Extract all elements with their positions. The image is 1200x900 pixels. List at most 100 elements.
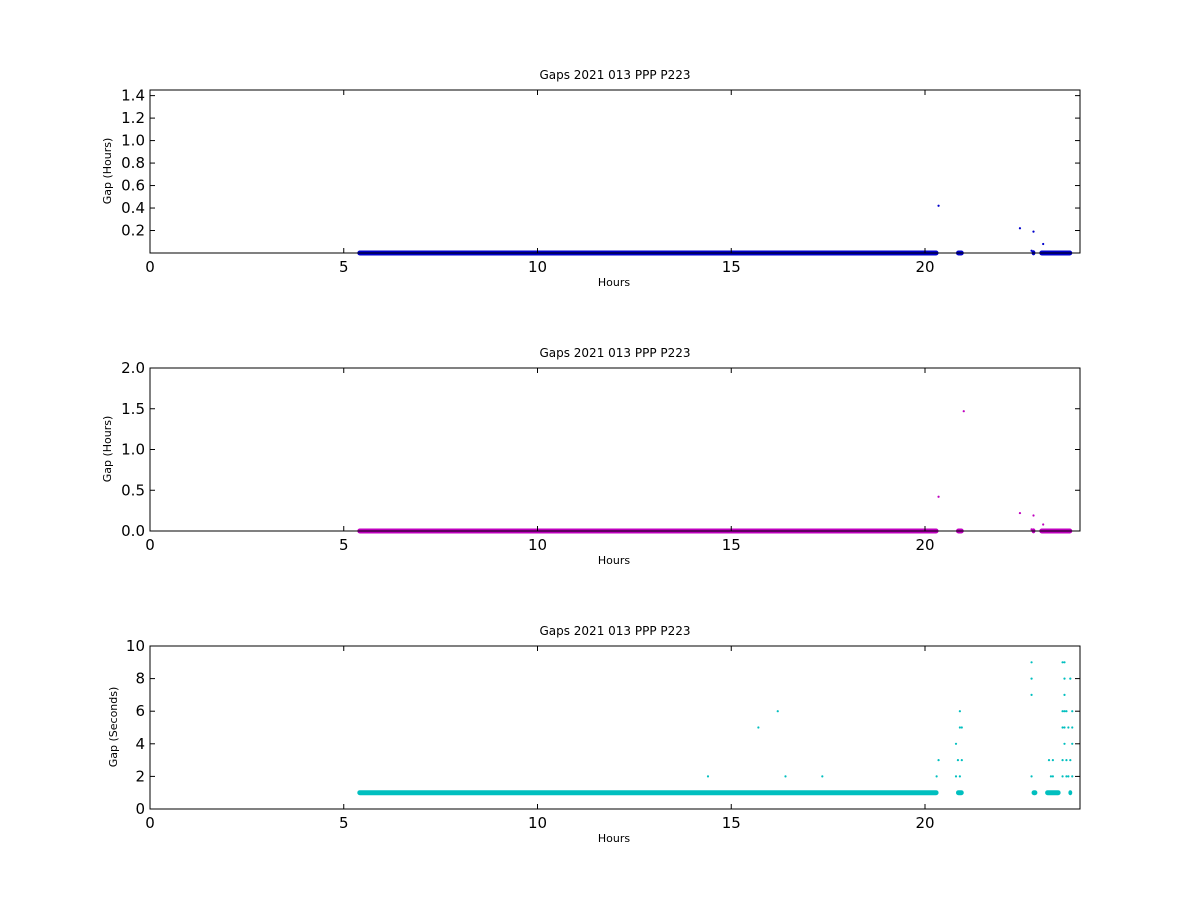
panel-1-x-tick-label: 5: [339, 258, 349, 276]
panel-2-x-ticks: 0 5 10 15 20: [145, 368, 935, 554]
panel-3-point: [1071, 742, 1074, 745]
panel-3-point-run: [357, 790, 939, 796]
panel-3-point: [1063, 710, 1066, 713]
panel-3-point: [1065, 710, 1068, 713]
panel-3-point: [960, 726, 963, 729]
panel-3-point: [1067, 775, 1070, 778]
panel-3-point: [1061, 661, 1064, 664]
panel-1-point: [937, 204, 940, 207]
panel-3-y-label: Gap (Seconds): [107, 687, 120, 768]
panel-1-y-tick-label: 1.4: [121, 87, 145, 105]
panel-2-y-tick-label: 0.0: [121, 522, 145, 540]
panel-3-x-label: Hours: [598, 832, 630, 845]
panel-2-y-ticks: 0.0 0.5 1.0 1.5 2.0: [121, 359, 1080, 540]
panel-3-point: [1065, 759, 1068, 762]
panel-2-y-tick-label: 2.0: [121, 359, 145, 377]
panel-1-point: [1018, 227, 1022, 230]
panel-1-point: [1042, 242, 1045, 246]
panel-3-point: [958, 775, 961, 778]
panel-3-plot-frame: [149, 645, 1081, 810]
panel-3-point: [1061, 775, 1064, 778]
panel-3-point: [1051, 759, 1054, 762]
panel-3-point: [1063, 726, 1066, 729]
panel-2-y-tick-label: 1.5: [121, 400, 145, 418]
panel-1-plot-frame: [149, 89, 1081, 254]
panel-3-y-tick-label: 10: [126, 637, 145, 655]
panel-2-x-tick-label: 5: [339, 536, 349, 554]
panel-2-point: [937, 495, 940, 498]
panel-3-point: [784, 775, 787, 778]
panel-1: Gaps 2021 013 PPP P223 0.2 0.4 0.6 0.8 1.0 1.…: [101, 68, 1081, 289]
panel-2-y-tick-label: 1.0: [121, 441, 145, 459]
panel-3-point: [776, 710, 779, 713]
panel-3-x-tick-label: 10: [528, 814, 547, 832]
panel-1-y-tick-label: 1.0: [121, 132, 145, 150]
panel-3-point: [1061, 759, 1064, 762]
panel-1-x-tick-label: 10: [528, 258, 547, 276]
panel-1-y-ticks: 0.2 0.4 0.6 0.8 1.0 1.2 1.4: [121, 87, 1080, 240]
panel-2: Gaps 2021 013 PPP P223 0.0 0.5 1.0 1.5 2.0 0…: [101, 346, 1081, 567]
panel-3-point: [1071, 775, 1074, 778]
panel-1-point: [1032, 230, 1035, 233]
panel-3-point: [757, 726, 760, 729]
panel-3-point: [1065, 775, 1068, 778]
panel-2-point: [1018, 511, 1022, 515]
panel-1-x-ticks: 0 5 10 15 20: [145, 90, 935, 276]
panel-3-point: [935, 775, 938, 778]
panel-3-point: [954, 742, 958, 745]
panel-3-point: [1063, 677, 1066, 680]
panel-3-point: [937, 759, 940, 762]
panel-3-point: [1069, 759, 1072, 762]
panel-3-y-tick-label: 0: [135, 800, 145, 818]
panel-3-point: [1063, 693, 1066, 697]
panel-3-x-tick-label: 15: [722, 814, 741, 832]
panel-3-point: [706, 775, 710, 778]
panel-1-y-tick-label: 0.8: [121, 154, 145, 172]
panel-2-point: [1032, 514, 1035, 517]
panel-3-point: [956, 759, 960, 762]
panel-3-point-run: [956, 790, 964, 796]
panel-3-point: [1061, 710, 1064, 713]
panel-3-point: [1063, 742, 1066, 745]
panel-3-point: [958, 726, 961, 729]
panel-2-x-tick-label: 0: [145, 536, 155, 554]
panel-3-point: [1030, 661, 1033, 664]
panel-3-x-tick-label: 20: [915, 814, 934, 832]
panel-3-point: [1063, 661, 1066, 664]
panel-3-title: Gaps 2021 013 PPP P223: [539, 624, 690, 638]
panel-3-point: [1049, 775, 1053, 778]
panel-3-y-tick-label: 4: [135, 735, 145, 753]
panel-3-points: [357, 661, 1074, 796]
panel-3-point: [1047, 759, 1051, 762]
panel-3-x-tick-label: 0: [145, 814, 155, 832]
panel-3-y-tick-label: 8: [135, 670, 145, 688]
panel-3-point: [821, 775, 824, 778]
panel-3-point: [1030, 775, 1033, 778]
panel-3-x-tick-label: 5: [339, 814, 349, 832]
panel-3-point: [958, 710, 961, 713]
panel-1-x-tick-label: 15: [722, 258, 741, 276]
panel-3-point: [1061, 726, 1064, 729]
panel-1-point: [1063, 250, 1066, 253]
panel-1-y-tick-label: 0.4: [121, 199, 145, 217]
panel-3-point: [1030, 677, 1033, 680]
panel-3-point: [1071, 726, 1074, 729]
panel-2-point: [1042, 523, 1045, 526]
panel-2-x-tick-label: 20: [915, 536, 934, 554]
panel-1-x-tick-label: 0: [145, 258, 155, 276]
panel-3-y-ticks: 0 2 4 6 8 10: [126, 637, 1080, 818]
panel-2-title: Gaps 2021 013 PPP P223: [539, 346, 690, 360]
panel-2-x-tick-label: 15: [722, 536, 741, 554]
panel-1-title: Gaps 2021 013 PPP P223: [539, 68, 690, 82]
panel-3-point: [1030, 693, 1033, 697]
panel-2-y-tick-label: 0.5: [121, 481, 145, 499]
panel-3-point-run: [1045, 790, 1061, 796]
panel-1-y-tick-label: 0.6: [121, 177, 145, 195]
panel-3-x-ticks: 0 5 10 15 20: [145, 646, 935, 832]
panel-3-y-tick-label: 6: [135, 702, 145, 720]
panel-3-point: [1067, 726, 1070, 729]
panel-3-point-run: [1031, 790, 1038, 796]
